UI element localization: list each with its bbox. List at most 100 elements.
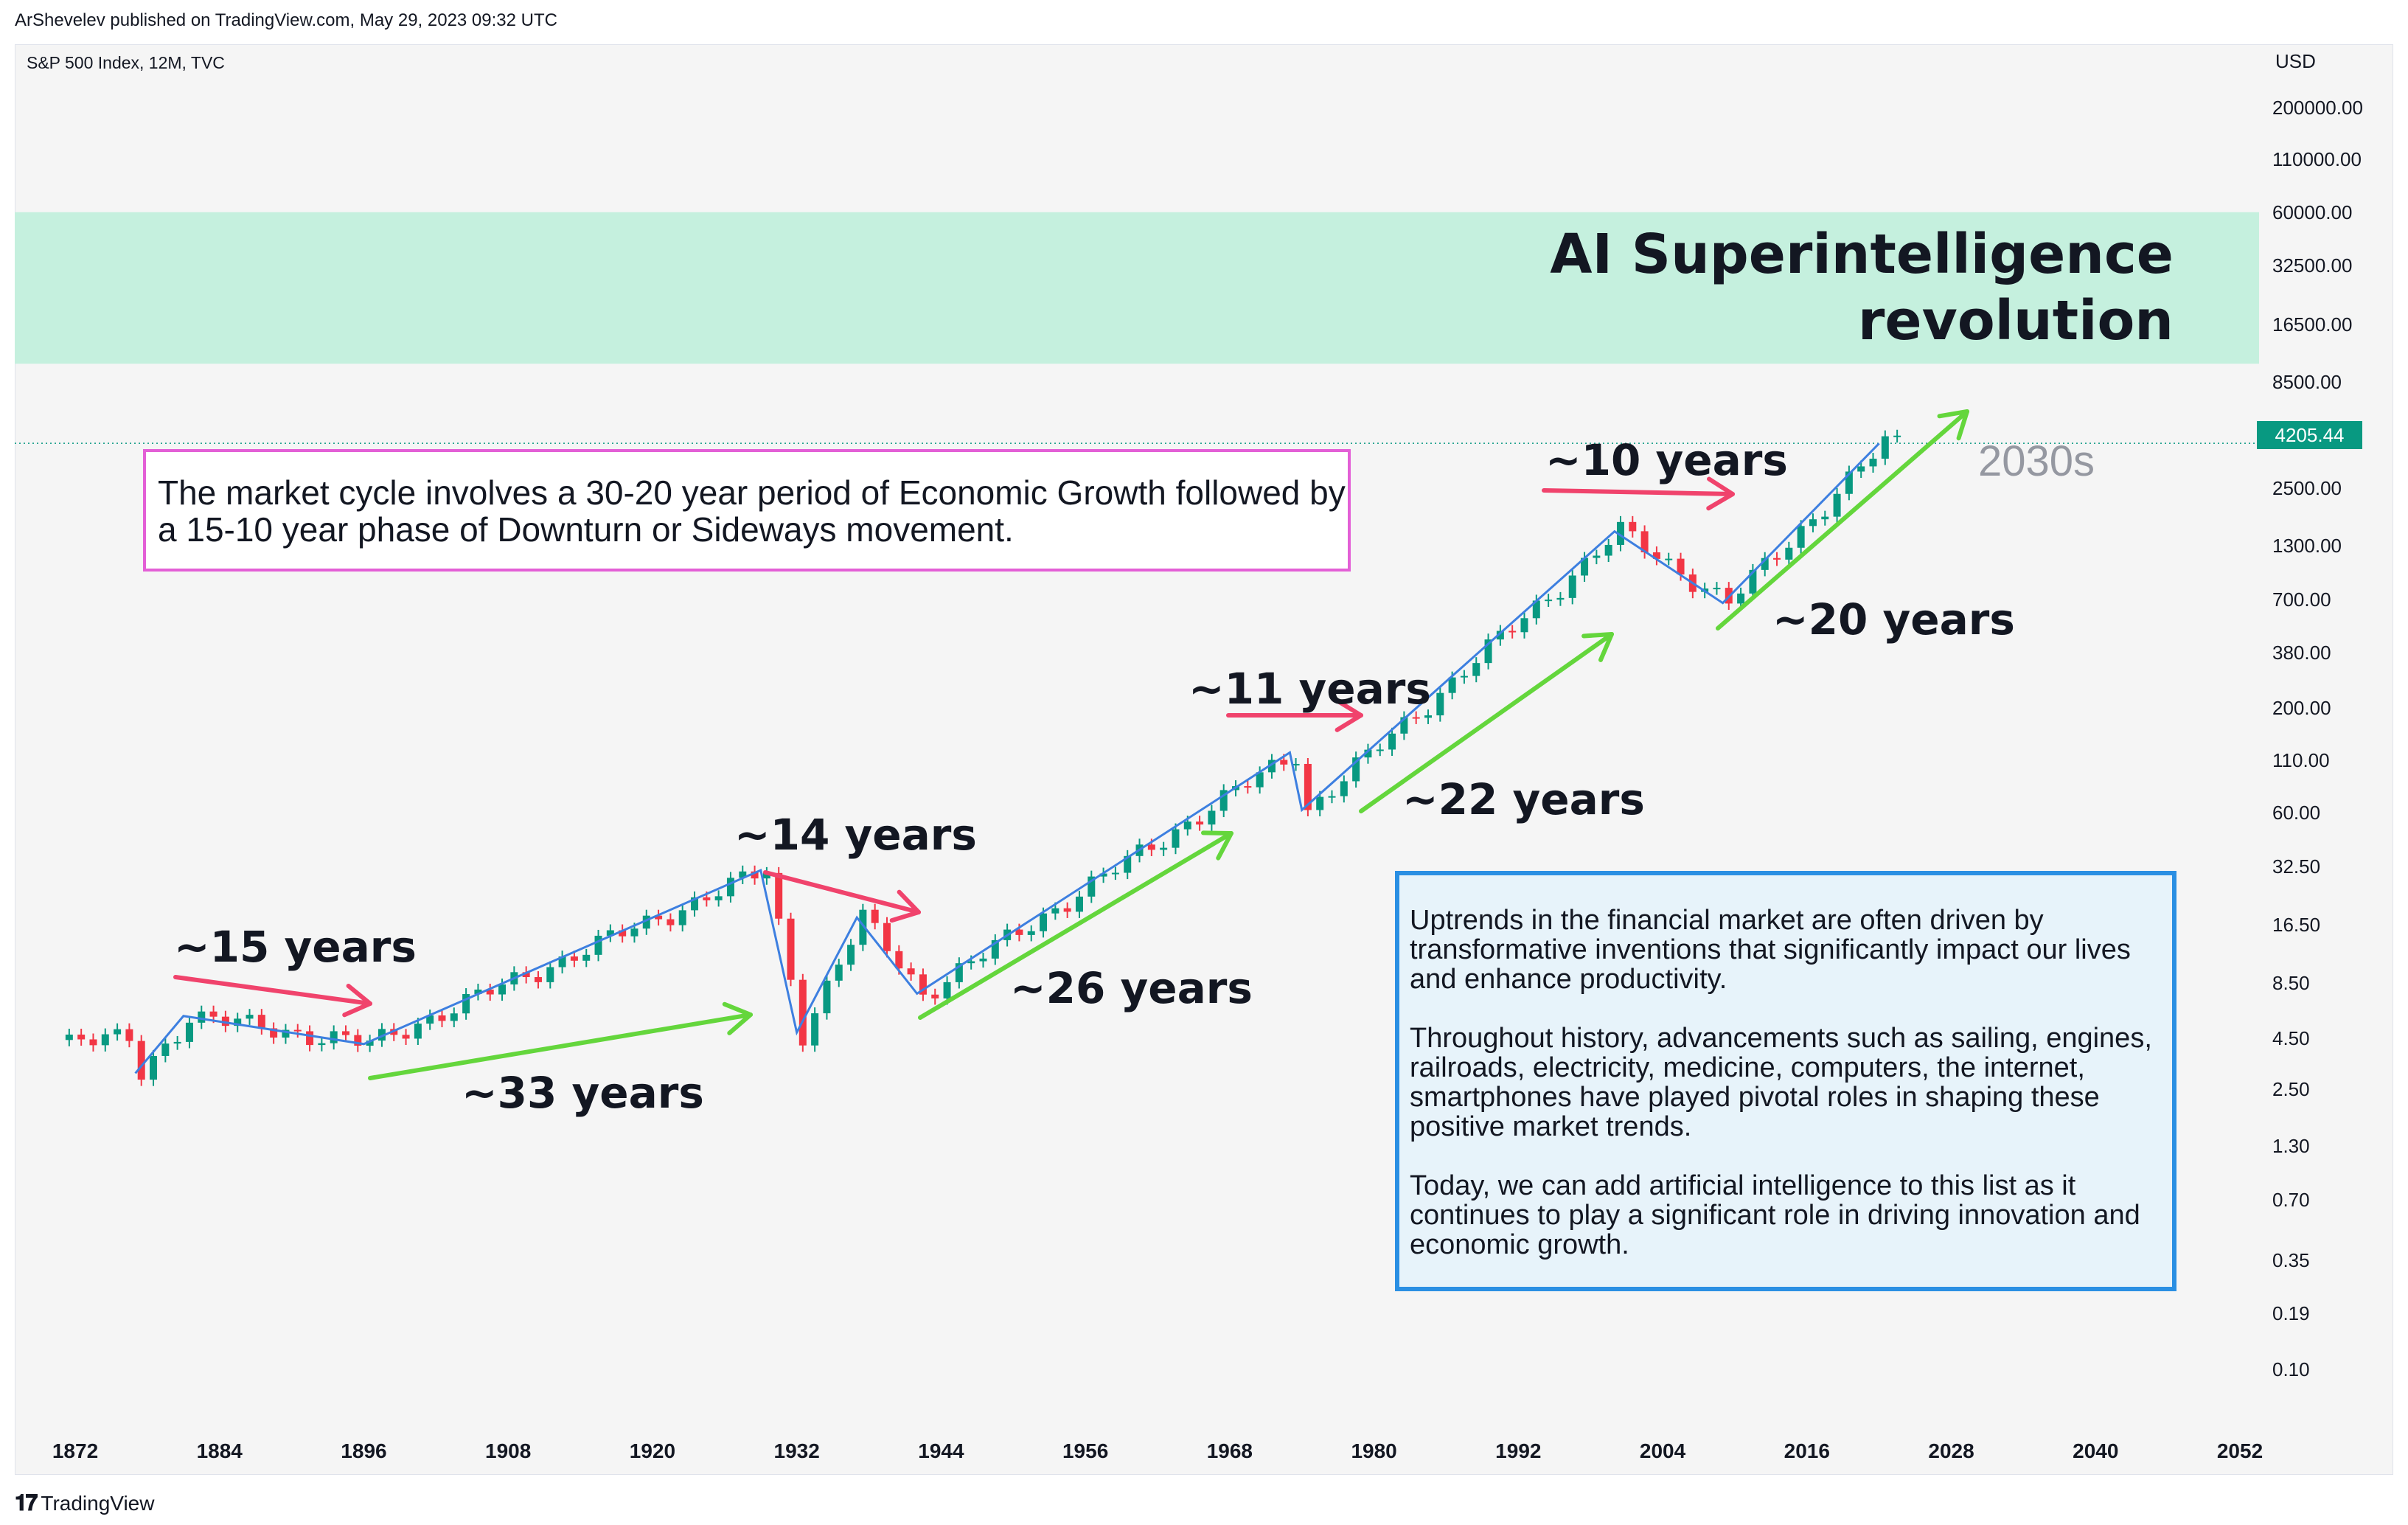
- candle-body: [65, 1034, 73, 1041]
- year-tick-label: 2028: [1928, 1439, 1974, 1462]
- tradingview-mark-icon: 𝟏𝟕: [15, 1491, 38, 1515]
- candle-body: [1063, 908, 1071, 912]
- year-tick-label: 2004: [1639, 1439, 1686, 1462]
- candle-body: [1219, 790, 1228, 811]
- candle-body: [534, 977, 542, 982]
- last-price-tag: 4205.44: [2257, 421, 2362, 449]
- candle-body: [426, 1015, 434, 1024]
- candle-body: [1821, 516, 1829, 520]
- symbol-title[interactable]: S&P 500 Index, 12M, TVC: [27, 53, 225, 72]
- label-11-years: ~11 years: [1189, 664, 1431, 714]
- price-tick-label: 200000.00: [2272, 96, 2363, 119]
- candle-body: [1893, 435, 1901, 437]
- candle-body: [907, 968, 915, 975]
- arrow-green-33: [368, 1001, 753, 1080]
- price-tick-label: 110.00: [2272, 748, 2330, 771]
- candle-body: [1640, 531, 1649, 552]
- candle-body: [678, 910, 686, 925]
- candle-body: [1593, 555, 1601, 558]
- candle-body: [221, 1016, 229, 1026]
- candle-body: [919, 974, 927, 995]
- ai-band-title-line1: AI Superintelligence: [1550, 223, 2174, 286]
- candle-body: [1099, 873, 1107, 877]
- candle-body: [1412, 717, 1420, 719]
- ai-highlight-band: [15, 212, 2259, 364]
- label-22-years: ~22 years: [1402, 774, 1645, 824]
- candle-body: [931, 994, 939, 998]
- candle-body: [1424, 715, 1432, 718]
- candle-body: [1713, 588, 1721, 590]
- year-tick-label: 1968: [1206, 1439, 1253, 1462]
- price-tick-label: 0.19: [2272, 1302, 2310, 1324]
- candle-body: [342, 1031, 349, 1035]
- candle-body: [762, 872, 770, 879]
- price-tick-label: 4.50: [2272, 1026, 2310, 1049]
- candle-body: [798, 979, 807, 1046]
- candle-body: [377, 1029, 386, 1041]
- candle-body: [1761, 557, 1769, 570]
- candle-body: [1364, 749, 1372, 758]
- candle-body: [173, 1041, 181, 1044]
- candle-body: [1111, 872, 1119, 875]
- candle-body: [991, 939, 999, 959]
- candle-body: [1267, 760, 1276, 773]
- label-33-years: ~33 years: [462, 1068, 704, 1118]
- candle-body: [1316, 796, 1324, 810]
- candle-body: [558, 956, 566, 968]
- price-tick-label: 200.00: [2272, 697, 2331, 720]
- label-2030s: 2030s: [1978, 437, 2095, 485]
- price-tick-label: 2.50: [2272, 1077, 2310, 1100]
- candle-body: [1088, 876, 1096, 897]
- candle-body: [1785, 547, 1793, 560]
- candle-body: [1556, 597, 1565, 600]
- year-tick-label: 1908: [485, 1439, 532, 1462]
- candle-body: [871, 909, 879, 923]
- candle-body: [234, 1018, 242, 1026]
- candle-body: [462, 993, 470, 1014]
- year-tick-label: 1932: [773, 1439, 820, 1462]
- candle-body: [101, 1034, 109, 1046]
- candle-body: [606, 930, 614, 936]
- candle-body: [847, 945, 855, 965]
- price-tick-label: 16500.00: [2272, 313, 2353, 336]
- candle-body: [1376, 749, 1384, 751]
- candle-body: [835, 965, 843, 981]
- candle-body: [1280, 760, 1288, 765]
- candle-body: [775, 872, 783, 919]
- candle-body: [895, 951, 903, 969]
- candle-body: [1172, 829, 1180, 848]
- candle-body: [366, 1041, 374, 1046]
- price-tick-label: 32500.00: [2272, 254, 2353, 277]
- candle-body: [414, 1024, 422, 1039]
- price-tick-label: 0.35: [2272, 1248, 2310, 1271]
- candle-body: [198, 1011, 206, 1023]
- candle-body: [655, 915, 663, 920]
- candle-body: [811, 1013, 819, 1046]
- candle-body: [354, 1035, 362, 1046]
- candle-body: [859, 909, 867, 945]
- price-tick-label: 60000.00: [2272, 201, 2353, 223]
- candle-body: [1352, 757, 1360, 782]
- candle-body: [1040, 913, 1048, 931]
- label-20-years: ~20 years: [1772, 594, 2015, 645]
- candle-body: [979, 958, 987, 962]
- label-15-years: ~15 years: [174, 922, 417, 972]
- year-tick-label: 1920: [629, 1439, 676, 1462]
- candle-body: [1460, 675, 1468, 678]
- candle-body: [1737, 593, 1745, 604]
- candle-body: [630, 928, 638, 937]
- candle-body: [546, 967, 554, 982]
- price-tick-label: 0.70: [2272, 1189, 2310, 1212]
- candle-body: [1472, 663, 1480, 676]
- candle-body: [1292, 763, 1300, 765]
- candle-body: [450, 1013, 458, 1021]
- year-tick-label: 1896: [341, 1439, 387, 1462]
- tradingview-logo[interactable]: 𝟏𝟕 TradingView: [15, 1491, 154, 1516]
- price-tick-label: 8500.00: [2272, 371, 2342, 394]
- candle-body: [1509, 631, 1517, 633]
- price-tick-label: 2500.00: [2272, 477, 2342, 500]
- candle-body: [1629, 521, 1637, 532]
- candle-body: [955, 963, 963, 982]
- candle-body: [943, 982, 951, 998]
